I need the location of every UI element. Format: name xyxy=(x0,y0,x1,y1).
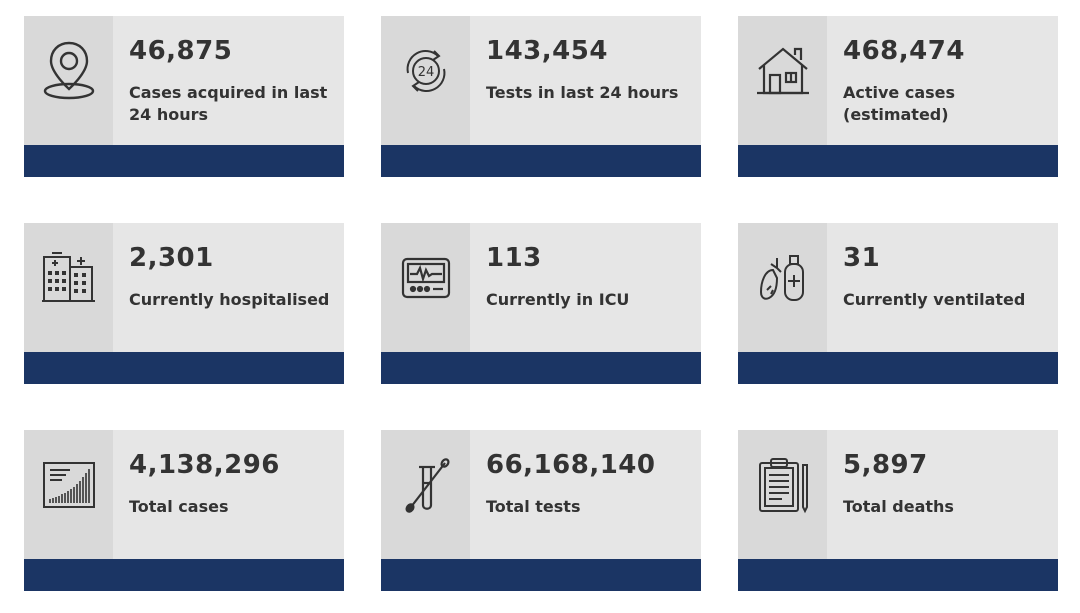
stat-value: 468,474 xyxy=(843,36,965,66)
lungs-oxygen-icon xyxy=(757,250,809,306)
stat-card-ventilated: 31 Currently ventilated xyxy=(738,223,1058,384)
stat-footer-bar xyxy=(381,352,701,384)
stat-label: Tests in last 24 hours xyxy=(486,83,679,102)
stat-footer-bar xyxy=(738,145,1058,177)
stat-label: Currently hospitalised xyxy=(129,290,330,309)
stat-label: Active cases (estimated) xyxy=(843,83,956,124)
stat-value: 66,168,140 xyxy=(486,450,656,480)
stat-footer-bar xyxy=(738,559,1058,591)
heart-monitor-icon xyxy=(400,255,452,301)
stat-label: Total cases xyxy=(129,497,229,516)
stat-card-total-cases: 4,138,296 Total cases xyxy=(24,430,344,591)
svg-text:24: 24 xyxy=(417,65,434,80)
stat-card-active-cases: 468,474 Active cases (estimated) xyxy=(738,16,1058,177)
stat-footer-bar xyxy=(381,145,701,177)
test-tube-swab-icon xyxy=(401,457,451,513)
stat-value: 113 xyxy=(486,243,542,273)
stat-footer-bar xyxy=(381,559,701,591)
stat-value: 143,454 xyxy=(486,36,608,66)
stat-card-cases-24h: 46,875 Cases acquired in last 24 hours xyxy=(24,16,344,177)
rising-chart-icon xyxy=(42,461,96,509)
24-hour-cycle-icon: 24 xyxy=(398,43,454,99)
stat-value: 46,875 xyxy=(129,36,233,66)
hospital-building-icon xyxy=(41,251,97,305)
stat-value: 2,301 xyxy=(129,243,214,273)
stat-label: Currently ventilated xyxy=(843,290,1026,309)
stat-footer-bar xyxy=(24,559,344,591)
location-pin-icon xyxy=(41,39,97,103)
stat-label: Total tests xyxy=(486,497,581,516)
stat-footer-bar xyxy=(24,352,344,384)
stat-label: Currently in ICU xyxy=(486,290,630,309)
stat-footer-bar xyxy=(738,352,1058,384)
stat-label: Cases acquired in last 24 hours xyxy=(129,83,328,124)
stat-footer-bar xyxy=(24,145,344,177)
stat-card-total-tests: 66,168,140 Total tests xyxy=(381,430,701,591)
stat-card-icu: 113 Currently in ICU xyxy=(381,223,701,384)
stat-card-total-deaths: 5,897 Total deaths xyxy=(738,430,1058,591)
stat-value: 4,138,296 xyxy=(129,450,280,480)
stat-card-tests-24h: 24 143,454 Tests in last 24 hours xyxy=(381,16,701,177)
stat-card-hospitalised: 2,301 Currently hospitalised xyxy=(24,223,344,384)
stat-value: 31 xyxy=(843,243,881,273)
clipboard-report-icon xyxy=(756,455,810,515)
stat-label: Total deaths xyxy=(843,497,954,516)
house-icon xyxy=(755,45,811,97)
stat-value: 5,897 xyxy=(843,450,928,480)
